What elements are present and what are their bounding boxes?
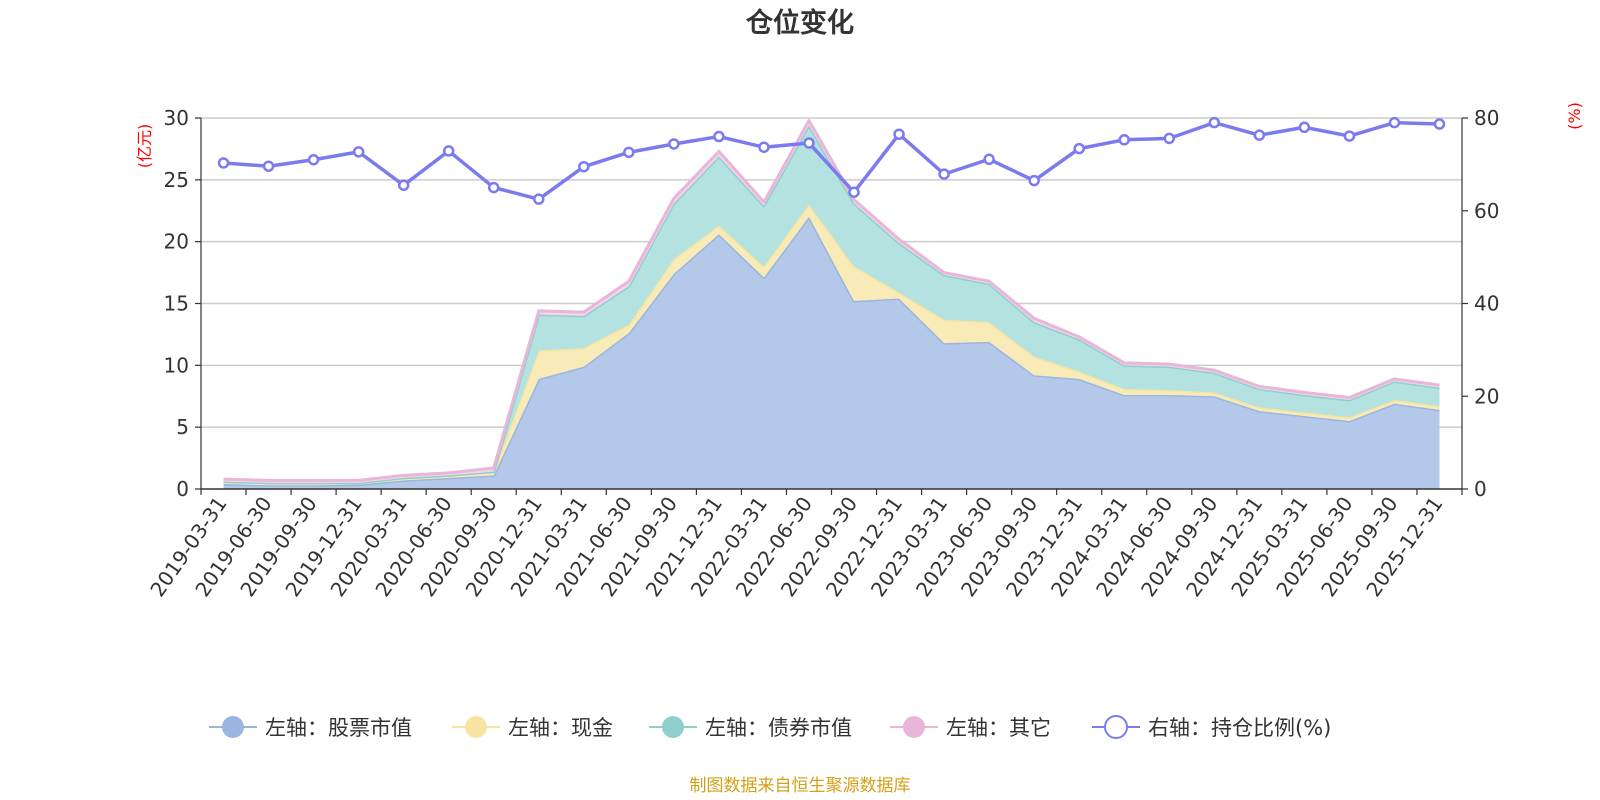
left-tick-label: 20 bbox=[164, 230, 189, 254]
legend-swatch-marker bbox=[1104, 715, 1128, 739]
ratio-point[interactable] bbox=[713, 130, 725, 143]
ratio-point[interactable] bbox=[983, 153, 995, 166]
legend-swatch-marker bbox=[465, 716, 487, 738]
ratio-point[interactable] bbox=[533, 193, 545, 205]
area-fill-3 bbox=[223, 125, 1440, 483]
ratio-point[interactable] bbox=[397, 179, 410, 191]
left-tick-label: 15 bbox=[164, 292, 189, 316]
left-tick-label: 25 bbox=[164, 168, 189, 192]
ratio-point[interactable] bbox=[217, 157, 230, 169]
area-fill-1 bbox=[223, 216, 1440, 489]
right-tick-label: 0 bbox=[1474, 477, 1487, 501]
ratio-point[interactable] bbox=[1343, 130, 1356, 142]
ratio-point[interactable] bbox=[1253, 129, 1266, 141]
left-tick-label: 0 bbox=[176, 477, 189, 501]
legend-label: 右轴：持仓比例(%) bbox=[1148, 716, 1331, 740]
legend-item-1[interactable]: 左轴：股票市值 bbox=[209, 716, 412, 740]
ratio-point[interactable] bbox=[623, 146, 635, 159]
legend-item-3[interactable]: 左轴：债券市值 bbox=[649, 716, 852, 740]
legend[interactable]: 左轴：股票市值 左轴：现金 左轴：债券市值 左轴：其它 右轴：持仓比例(%) bbox=[209, 715, 1331, 740]
ratio-point[interactable] bbox=[848, 186, 860, 198]
legend-item-4[interactable]: 左轴：其它 bbox=[890, 716, 1051, 740]
right-tick-label: 80 bbox=[1474, 106, 1499, 130]
ratio-line bbox=[223, 120, 1440, 201]
ratio-point[interactable] bbox=[307, 153, 320, 166]
left-tick-label: 5 bbox=[176, 415, 189, 439]
ratio-point[interactable] bbox=[1208, 116, 1221, 129]
ratio-point[interactable] bbox=[758, 141, 770, 153]
left-tick-label: 30 bbox=[164, 106, 189, 130]
ratio-point[interactable] bbox=[487, 181, 500, 194]
ratio-point[interactable] bbox=[893, 128, 905, 140]
right-tick-label: 20 bbox=[1474, 384, 1499, 408]
ratio-point[interactable] bbox=[262, 160, 275, 172]
left-axis-unit: (亿元) bbox=[135, 124, 154, 169]
legend-label: 左轴：其它 bbox=[946, 716, 1051, 740]
area-series bbox=[223, 118, 1440, 489]
ratio-point[interactable] bbox=[668, 138, 680, 150]
legend-label: 左轴：现金 bbox=[508, 716, 613, 740]
legend-swatch-marker bbox=[222, 716, 244, 738]
ratio-point[interactable] bbox=[352, 146, 365, 158]
legend-item-5[interactable]: 右轴：持仓比例(%) bbox=[1092, 715, 1331, 740]
legend-label: 左轴：债券市值 bbox=[705, 716, 852, 740]
holding-ratio-series bbox=[217, 116, 1446, 205]
ratio-point[interactable] bbox=[938, 168, 950, 180]
ratio-point[interactable] bbox=[1163, 132, 1176, 145]
left-tick-label: 10 bbox=[164, 353, 189, 377]
ratio-point[interactable] bbox=[1298, 121, 1311, 134]
area-line-4 bbox=[223, 118, 1440, 482]
ratio-point[interactable] bbox=[1388, 116, 1401, 129]
legend-label: 左轴：股票市值 bbox=[265, 716, 412, 740]
right-axis-unit: (%) bbox=[1565, 102, 1584, 130]
ratio-point[interactable] bbox=[1118, 134, 1130, 146]
legend-swatch-marker bbox=[662, 716, 684, 738]
ratio-point[interactable] bbox=[1073, 142, 1085, 155]
ratio-point[interactable] bbox=[1433, 118, 1446, 130]
right-tick-label: 40 bbox=[1474, 292, 1499, 316]
ratio-point[interactable] bbox=[1028, 174, 1040, 187]
ratio-point[interactable] bbox=[442, 145, 455, 157]
chart-title: 仓位变化 bbox=[745, 7, 854, 39]
ratio-point[interactable] bbox=[803, 137, 815, 149]
ratio-point[interactable] bbox=[578, 160, 590, 173]
right-tick-label: 60 bbox=[1474, 199, 1499, 223]
source-note: 制图数据来自恒生聚源数据库 bbox=[690, 776, 911, 796]
legend-item-2[interactable]: 左轴：现金 bbox=[452, 716, 613, 740]
legend-swatch-marker bbox=[903, 716, 925, 738]
